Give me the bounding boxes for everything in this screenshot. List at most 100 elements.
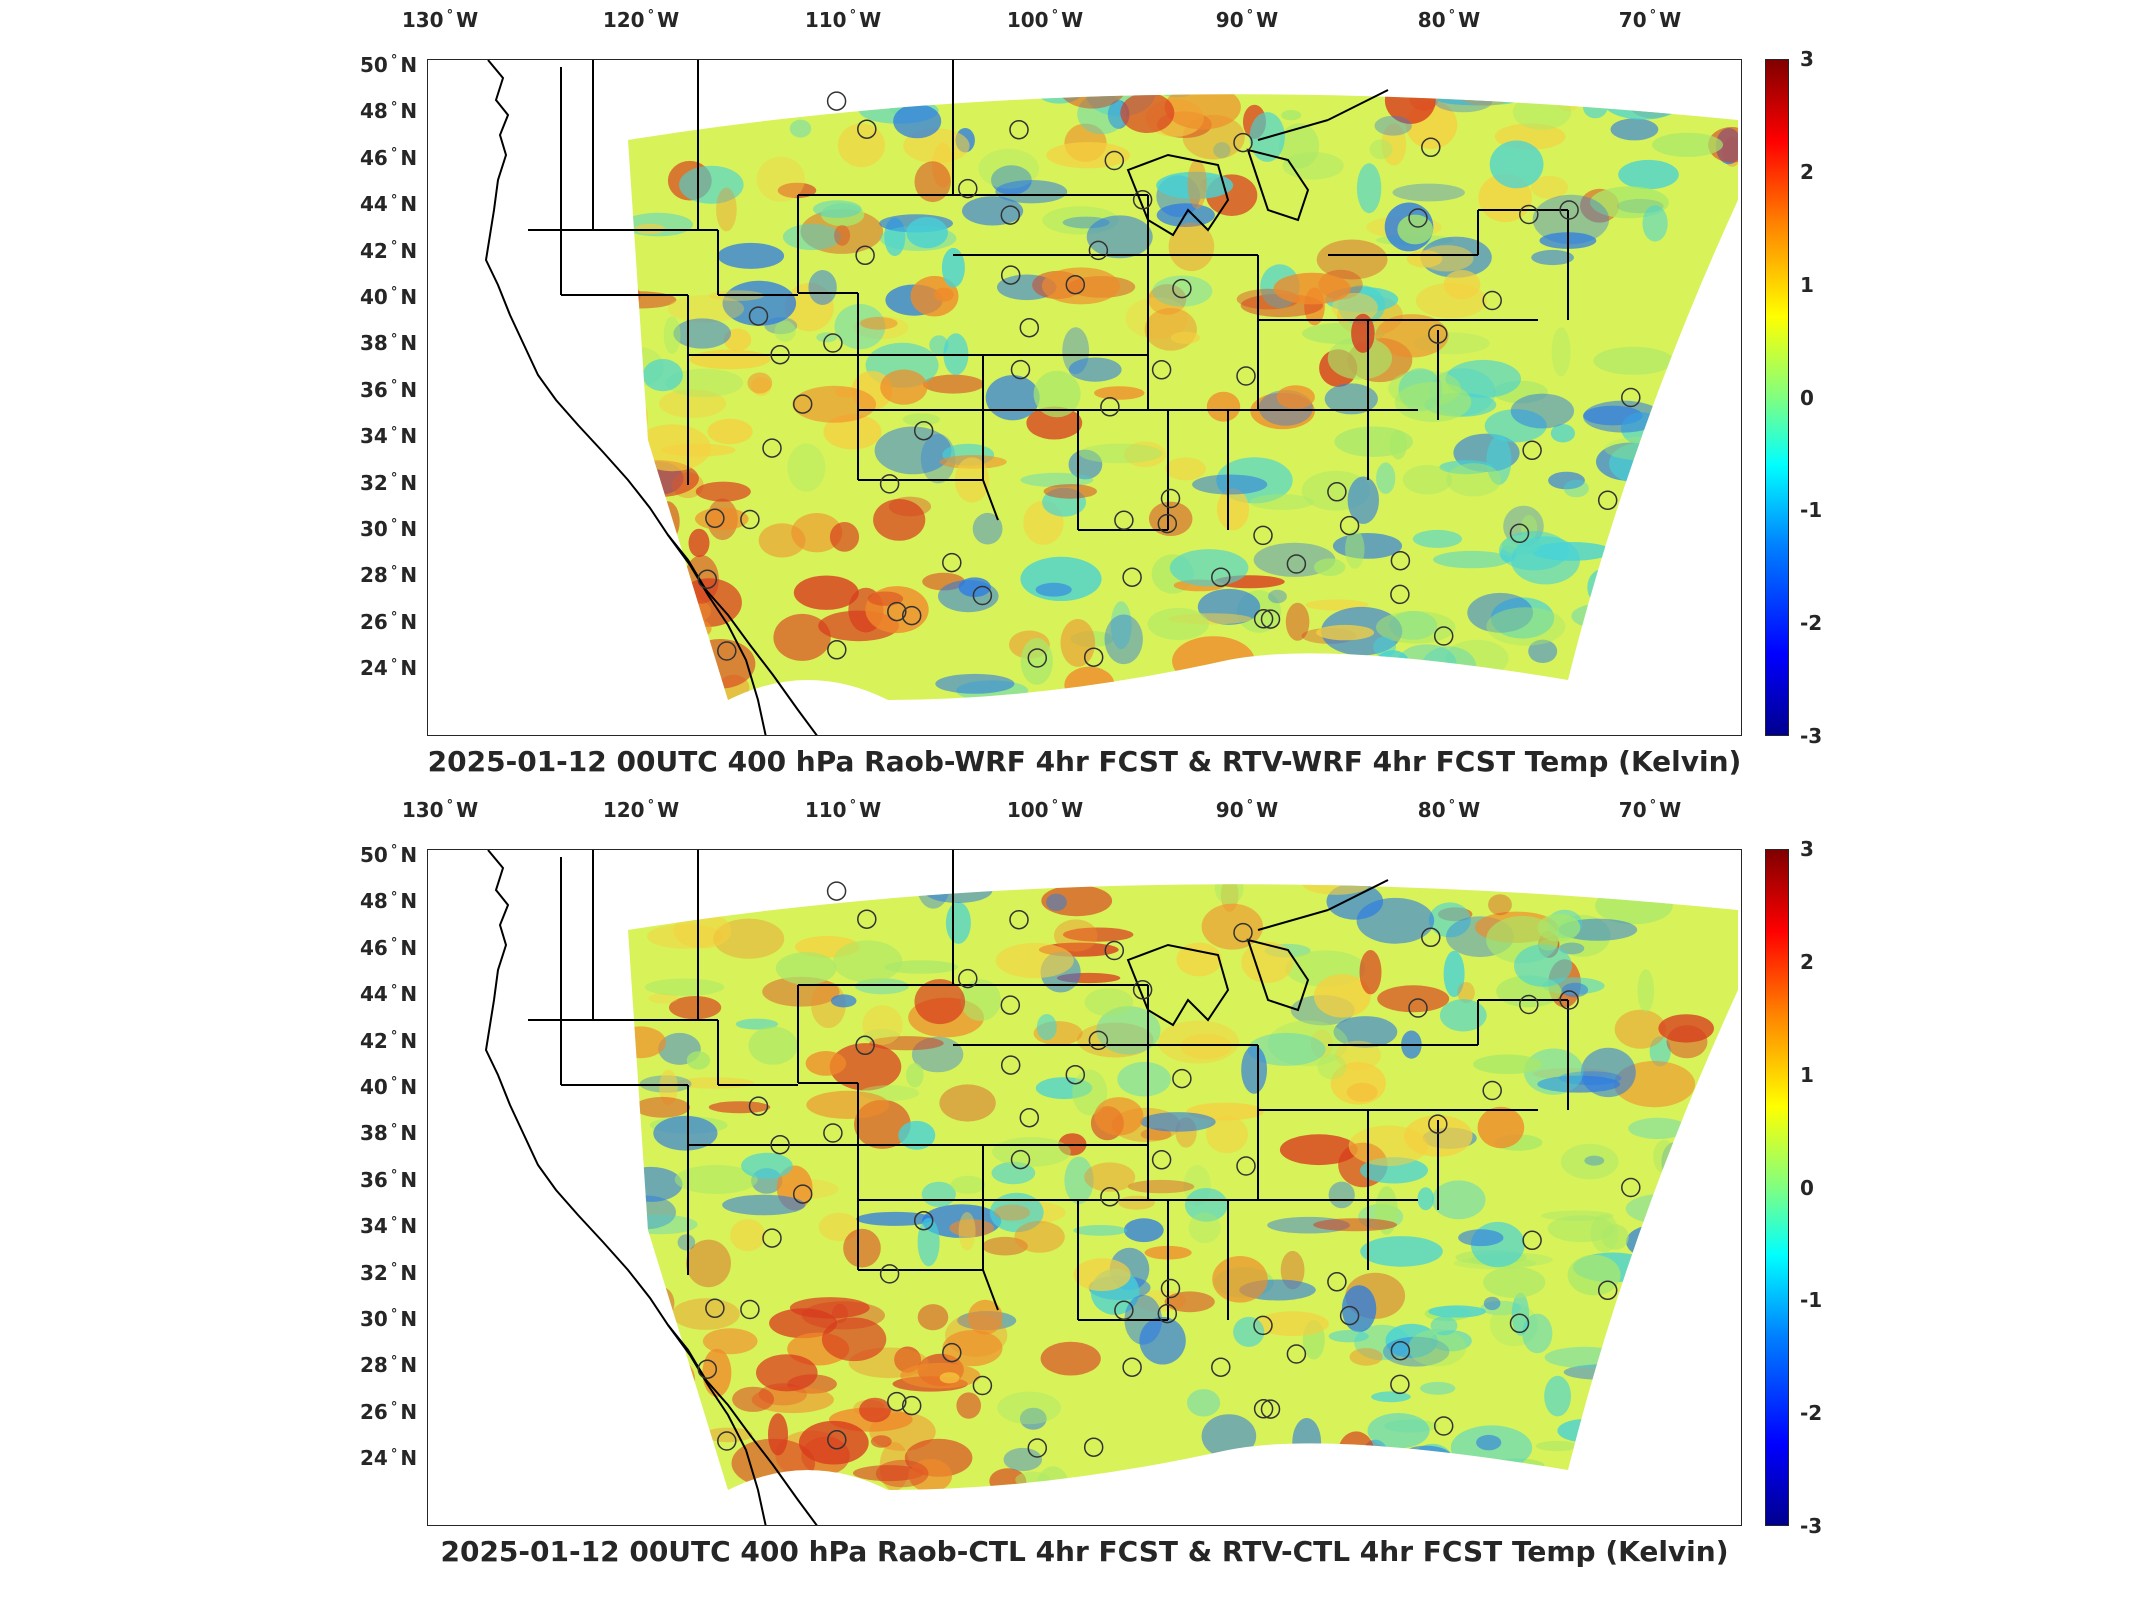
- anomaly-blob: [663, 316, 681, 354]
- anomaly-blob: [756, 1354, 818, 1392]
- raob-station-marker: [1009, 909, 1029, 930]
- anomaly-blob: [695, 481, 751, 502]
- anomaly-blob: [1660, 526, 1735, 537]
- panel-title: 2025-01-12 00UTC 400 hPa Raob-WRF 4hr FC…: [427, 745, 1742, 778]
- anomaly-blob: [707, 418, 753, 445]
- anomaly-blob: [1020, 638, 1053, 685]
- anomaly-blob: [1645, 507, 1693, 542]
- anomaly-blob: [1417, 1187, 1434, 1211]
- anomaly-blob: [671, 884, 728, 900]
- anomaly-blob: [1510, 393, 1575, 429]
- anomaly-blob: [774, 320, 796, 342]
- anomaly-blob: [914, 979, 966, 1025]
- anomaly-blob: [628, 1214, 698, 1235]
- anomaly-blob: [1708, 94, 1738, 110]
- anomaly-blob: [1412, 529, 1462, 548]
- anomaly-blob: [1451, 94, 1521, 106]
- anomaly-blob: [1273, 272, 1351, 305]
- anomaly-blob: [1077, 94, 1127, 135]
- raob-station-marker: [1211, 567, 1231, 587]
- anomaly-blob: [1624, 1287, 1655, 1322]
- lat-tick-label: 50 ° N: [360, 53, 418, 77]
- anomaly-blob: [764, 317, 798, 335]
- anomaly-blob: [1046, 893, 1067, 911]
- raob-station-marker: [1390, 550, 1411, 571]
- lat-tick-label: 36 ° N: [360, 1167, 418, 1192]
- lat-tick-label: 26 ° N: [360, 609, 418, 634]
- anomaly-blob: [1548, 471, 1585, 490]
- anomaly-blob: [1652, 411, 1729, 454]
- lon-tick-label: 110 ° W: [804, 798, 882, 822]
- anomaly-blob: [1659, 1357, 1692, 1371]
- lat-tick-label: 32 ° N: [360, 470, 418, 495]
- raob-station-marker: [1390, 1374, 1410, 1395]
- raob-station-marker: [1000, 995, 1021, 1015]
- raob-station-marker: [1339, 1305, 1360, 1326]
- anomaly-blob: [1073, 1258, 1131, 1292]
- anomaly-blob: [1327, 337, 1393, 380]
- lat-tick-label: 46 ° N: [360, 145, 418, 170]
- anomaly-blob: [1385, 1323, 1438, 1358]
- anomaly-blob: [865, 586, 929, 634]
- map-plot-area[interactable]: [427, 849, 1742, 1526]
- anomaly-blob: [939, 1372, 960, 1384]
- anomaly-blob: [1676, 506, 1703, 529]
- anomaly-blob: [989, 1192, 1044, 1233]
- anomaly-blob: [1632, 1380, 1678, 1400]
- anomaly-blob: [1661, 521, 1721, 572]
- lon-tick-label: 70 ° W: [1618, 8, 1682, 32]
- anomaly-blob: [950, 1175, 986, 1194]
- anomaly-blob: [1630, 1462, 1692, 1486]
- anomaly-blob: [1708, 688, 1738, 701]
- anomaly-blob: [889, 850, 943, 874]
- anomaly-blob: [1164, 1291, 1215, 1313]
- anomaly-blob: [843, 1228, 881, 1268]
- raob-station-marker: [887, 1391, 907, 1412]
- anomaly-blob: [1123, 1218, 1164, 1243]
- raob-station-marker: [1160, 488, 1181, 509]
- lat-tick-label: 46 ° N: [360, 935, 418, 960]
- anomaly-blob: [1601, 1351, 1676, 1368]
- anomaly-blob: [640, 1473, 681, 1487]
- map-panel-top: 130 ° W 120 ° W 110 ° W 100 ° W 90 ° W 80 ° W 70 ° W 50 ° N 48 °…: [0, 0, 2133, 790]
- lat-tick-label: 44 ° N: [360, 982, 418, 1007]
- anomaly-blob: [874, 426, 952, 475]
- raob-station-marker: [1233, 922, 1253, 943]
- anomaly-blob: [1201, 903, 1263, 950]
- anomaly-blob: [1603, 654, 1640, 686]
- anomaly-blob: [1335, 1040, 1382, 1070]
- anomaly-blob: [1723, 1427, 1738, 1449]
- anomaly-blob: [633, 424, 711, 472]
- anomaly-blob: [773, 613, 831, 661]
- anomaly-blob: [1663, 503, 1718, 533]
- raob-station-marker: [1088, 1030, 1109, 1051]
- raob-station-marker: [827, 1430, 847, 1450]
- anomaly-blob: [631, 1273, 660, 1304]
- raob-station-marker: [1000, 265, 1021, 285]
- raob-stations: [697, 91, 1641, 668]
- anomaly-blob: [1420, 245, 1474, 272]
- raob-station-marker: [1010, 359, 1031, 380]
- raob-station-marker: [1083, 647, 1104, 667]
- anomaly-blob: [1632, 1367, 1696, 1384]
- raob-station-marker: [697, 569, 718, 589]
- anomaly-blob: [1348, 1125, 1428, 1167]
- raob-station-marker: [792, 1184, 813, 1204]
- anomaly-blob: [800, 209, 884, 254]
- anomaly-blob: [859, 1397, 891, 1423]
- anomaly-blob: [1463, 94, 1514, 100]
- anomaly-blob: [1669, 1272, 1694, 1287]
- map-plot-area[interactable]: [427, 59, 1742, 736]
- anomaly-blob: [665, 368, 744, 398]
- anomaly-blob: [1445, 359, 1521, 398]
- raob-station-marker: [697, 1359, 718, 1379]
- anomaly-blob: [829, 1043, 902, 1091]
- anomaly-blob: [1587, 569, 1618, 606]
- anomaly-blob: [1614, 1009, 1667, 1049]
- anomaly-blob: [995, 180, 1068, 204]
- anomaly-blob: [1324, 383, 1378, 415]
- anomaly-blob: [1295, 670, 1349, 688]
- raob-station-marker: [1010, 1149, 1031, 1170]
- anomaly-blob: [1096, 1006, 1161, 1055]
- anomaly-blob: [1349, 1348, 1383, 1366]
